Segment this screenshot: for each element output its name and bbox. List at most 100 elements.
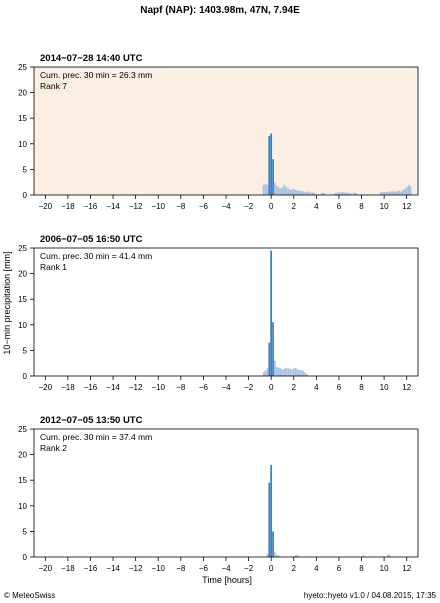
bar-other	[275, 554, 278, 557]
bar-other	[283, 368, 286, 376]
bar-other	[277, 555, 280, 557]
footer-copyright: © MeteoSwiss	[4, 591, 55, 600]
bar-other	[398, 190, 401, 195]
bar-other	[300, 370, 303, 376]
bar-main	[270, 250, 273, 376]
bar-other	[279, 188, 282, 195]
bar-other	[321, 192, 323, 195]
bar-other	[304, 372, 306, 376]
bar-other	[343, 192, 346, 195]
bar-other	[302, 191, 305, 195]
x-axis-label: Time [hours]	[202, 575, 252, 585]
bar-other	[396, 190, 399, 195]
bar-other	[290, 369, 293, 376]
panel-annotation: Rank 1	[40, 262, 67, 272]
x-tick-label: −2	[244, 202, 254, 211]
x-tick-label: −10	[151, 383, 165, 392]
bar-other	[379, 192, 382, 195]
panel-frame	[33, 428, 419, 558]
bar-other	[294, 554, 297, 557]
x-tick-label: −8	[176, 202, 186, 211]
x-tick-label: 10	[380, 202, 389, 211]
bar-other	[294, 367, 297, 376]
bar-other	[292, 188, 295, 195]
x-tick-label: 6	[337, 383, 342, 392]
bar-other	[296, 369, 299, 376]
panel-annotation: Rank 2	[40, 443, 67, 453]
x-tick-label: −4	[221, 383, 231, 392]
bar-other	[323, 192, 325, 195]
bar-main	[268, 482, 271, 557]
bar-other	[283, 184, 286, 195]
bar-main	[270, 464, 273, 557]
x-tick-label: −14	[106, 202, 120, 211]
y-tick-label: 10	[18, 321, 27, 330]
x-tick-label: −8	[176, 564, 186, 573]
bar-other	[392, 191, 395, 195]
figure-title: Napf (NAP): 1403.98m, 47N, 7.94E	[140, 5, 300, 16]
bar-other	[274, 360, 276, 376]
bar-other	[287, 368, 289, 376]
x-tick-label: 6	[337, 564, 342, 573]
bar-other	[394, 191, 397, 195]
x-tick-label: −18	[61, 383, 75, 392]
x-tick-label: −10	[151, 564, 165, 573]
x-tick-label: 4	[314, 383, 319, 392]
bar-other	[290, 189, 293, 195]
x-tick-label: −14	[106, 564, 120, 573]
y-tick-label: 5	[23, 165, 28, 174]
bar-other	[313, 192, 316, 195]
x-tick-label: −20	[39, 383, 53, 392]
bar-main	[268, 342, 271, 376]
x-tick-label: 4	[314, 564, 319, 573]
x-tick-label: −12	[129, 383, 143, 392]
bar-other	[388, 191, 391, 195]
bar-other	[311, 192, 314, 195]
bar-other	[296, 190, 299, 195]
bar-other	[274, 182, 276, 195]
x-tick-label: 2	[292, 564, 297, 573]
bar-other	[353, 192, 355, 195]
x-tick-label: −10	[151, 202, 165, 211]
bar-other	[262, 372, 265, 376]
x-tick-label: −8	[176, 383, 186, 392]
panel-title: 2012−07−05 13:50 UTC	[40, 415, 143, 426]
bar-other	[289, 189, 291, 195]
x-tick-label: −2	[244, 564, 254, 573]
y-tick-label: 5	[23, 527, 28, 536]
bar-other	[294, 189, 297, 195]
x-tick-label: 6	[337, 202, 342, 211]
bar-other	[349, 192, 352, 195]
bar-other	[281, 187, 284, 195]
x-tick-label: 0	[269, 564, 274, 573]
bar-other	[296, 554, 299, 557]
panel-background	[34, 67, 418, 195]
panel-title: 2006−07−05 16:50 UTC	[40, 234, 143, 245]
bar-other	[285, 186, 288, 195]
bar-other	[402, 189, 404, 195]
x-tick-label: −14	[106, 383, 120, 392]
x-tick-label: −20	[39, 202, 53, 211]
bar-other	[300, 190, 303, 195]
bar-other	[281, 369, 284, 376]
bar-other	[386, 191, 389, 195]
bar-other	[304, 191, 306, 195]
y-axis-label: 10−min precipitation [mm]	[2, 251, 12, 354]
x-tick-label: −16	[84, 202, 98, 211]
x-tick-label: −12	[129, 202, 143, 211]
bar-other	[306, 191, 308, 195]
x-tick-label: −18	[61, 564, 75, 573]
x-tick-label: −4	[221, 564, 231, 573]
panel-annotation: Cum. prec. 30 min = 26.3 mm	[40, 70, 152, 80]
bar-other	[409, 185, 412, 195]
x-tick-label: 2	[292, 202, 297, 211]
y-tick-label: 0	[23, 372, 28, 381]
x-tick-label: 10	[380, 564, 389, 573]
x-tick-label: −6	[199, 202, 209, 211]
bar-other	[274, 551, 276, 557]
bar-other	[298, 369, 301, 376]
bar-other	[279, 368, 282, 376]
